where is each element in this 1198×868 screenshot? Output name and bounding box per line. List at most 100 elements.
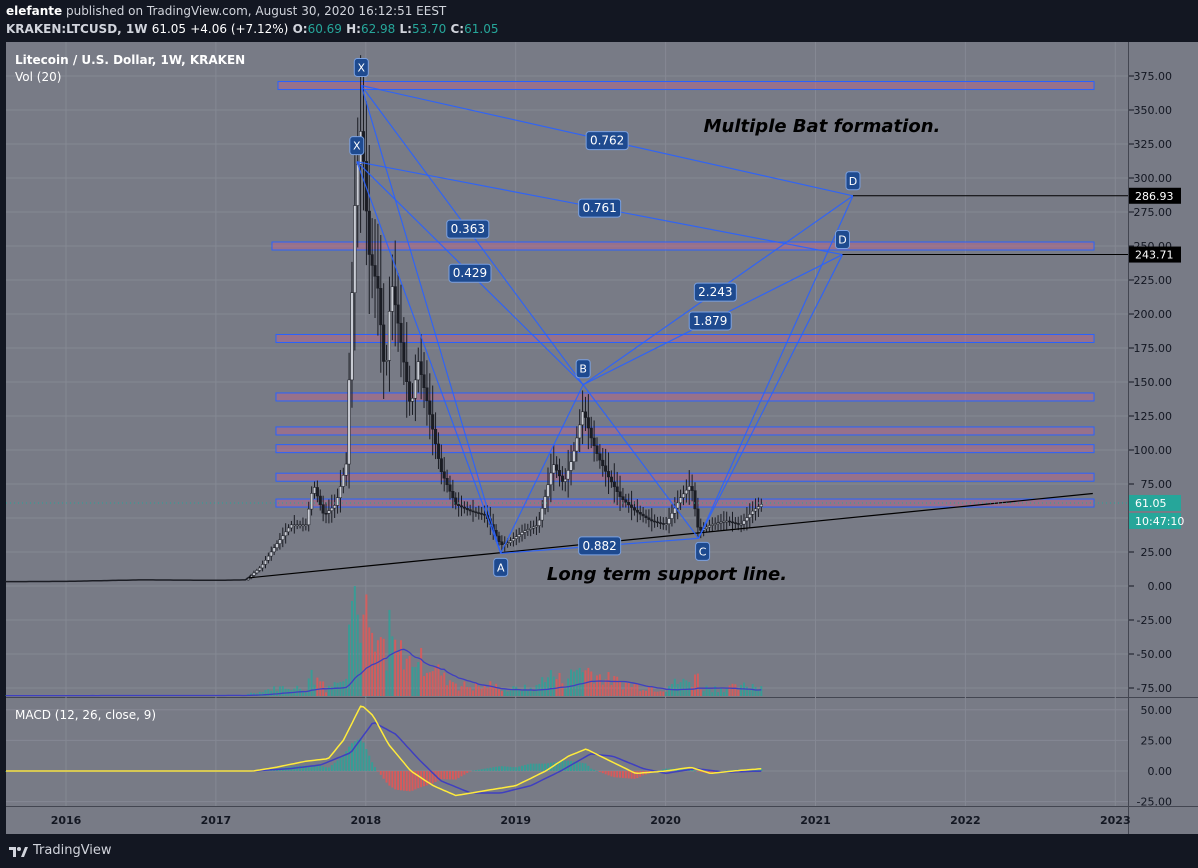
macd-histogram-bar	[495, 766, 498, 771]
macd-histogram-bar	[541, 763, 544, 771]
last-price-tag-text: 61.05	[1135, 497, 1167, 510]
chart-area[interactable]: X X A B C D D 0.762 0.761 0.363 0.429 2.243 1.879 0.8…	[0, 42, 1198, 834]
macd-histogram-bar	[460, 771, 463, 777]
macd-histogram-bar	[399, 771, 402, 791]
candle-body	[716, 522, 720, 525]
ratio-label	[578, 536, 622, 556]
macd-histogram-bar	[379, 771, 382, 775]
time-axis[interactable]	[6, 807, 1198, 834]
volume-bar	[310, 669, 313, 696]
volume-bar	[595, 675, 598, 696]
price-tick-label: 25.00	[1141, 546, 1173, 559]
candle-body	[497, 535, 501, 542]
macd-legend[interactable]: MACD (12, 26, close, 9)	[15, 708, 157, 722]
chart-svg[interactable]: X X A B C D D 0.762 0.761 0.363 0.429 2.243 1.879 0.8…	[0, 42, 1198, 834]
candle-body	[667, 518, 671, 525]
macd-histogram-bar	[463, 771, 466, 775]
macd-histogram-bar	[659, 770, 662, 771]
volume-bar	[552, 676, 555, 696]
volume-bar	[665, 691, 668, 696]
candle-body	[278, 539, 282, 544]
macd-histogram-bar	[714, 771, 717, 773]
tradingview-logo[interactable]: TradingView	[8, 843, 112, 858]
price-tick-label: -50.00	[1137, 648, 1172, 661]
macd-histogram-bar	[486, 768, 489, 771]
target-tag-d2-text: 243.71	[1135, 249, 1174, 262]
candle-body	[583, 411, 588, 418]
macd-histogram-bar	[492, 767, 495, 771]
high-value: 62.98	[360, 22, 396, 36]
pattern-point-text: A	[497, 561, 505, 574]
macd-histogram-bar	[451, 771, 454, 780]
candle-body	[474, 511, 478, 514]
footer: TradingView	[0, 834, 1198, 868]
grid	[6, 42, 1128, 806]
volume-bar	[662, 691, 665, 696]
macd-histogram-bar	[696, 771, 699, 772]
macd-histogram-bar	[578, 762, 581, 771]
candle-body	[647, 517, 651, 520]
price-axis[interactable]	[1129, 42, 1198, 806]
volume-bar	[506, 691, 509, 696]
volume-bar	[261, 692, 264, 696]
candle-body	[281, 535, 285, 540]
candles	[4, 55, 763, 583]
macd-histogram-bar	[601, 771, 604, 774]
macd-histogram-bar	[616, 771, 619, 778]
volume-bar	[472, 690, 475, 696]
macd-tick-label: 50.00	[1141, 704, 1173, 717]
support-line-note[interactable]: Long term support line.	[547, 564, 787, 585]
pattern-line	[582, 384, 700, 539]
candle-body	[609, 476, 613, 483]
volume-bar	[495, 683, 498, 696]
candle-body	[301, 524, 305, 527]
candle-body	[410, 397, 415, 402]
volume-bar	[327, 685, 330, 696]
macd-histogram-bar	[304, 765, 307, 771]
publisher-name[interactable]: elefante	[6, 4, 63, 18]
time-tick-label: 2021	[800, 814, 831, 827]
macd-histogram-bar	[506, 766, 509, 771]
candle-body	[289, 524, 293, 529]
time-tick-label: 2016	[51, 814, 82, 827]
tradingview-brand: TradingView	[33, 843, 112, 858]
published-text: published on TradingView.com, August 30,…	[65, 4, 447, 18]
candle-body	[704, 526, 709, 529]
price-tick-label: 375.00	[1134, 70, 1173, 83]
volume-bar	[685, 680, 688, 696]
macd-histogram-bar	[584, 763, 587, 771]
volume-legend[interactable]: Vol (20)	[15, 70, 62, 84]
candle-body	[387, 311, 391, 361]
candle-body	[350, 292, 354, 381]
macd-line	[6, 705, 762, 797]
macd-histogram-bar	[679, 768, 682, 771]
pattern-line	[698, 254, 844, 539]
volume-bar	[636, 683, 639, 696]
macd-histogram-bar	[500, 766, 503, 771]
candle-body	[624, 499, 628, 503]
bat-pattern[interactable]: X X A B C D D 0.762 0.761 0.363 0.429 2.243 1.879 0.8…	[6, 58, 1128, 579]
macd-histogram-bar	[307, 765, 310, 771]
price-zone	[275, 444, 1095, 454]
price-zone	[275, 333, 1095, 343]
candle-body	[676, 502, 680, 509]
volume-bar	[448, 680, 451, 696]
macd-histogram-bar	[420, 771, 423, 788]
volume-bar	[748, 688, 751, 696]
bat-formation-note[interactable]: Multiple Bat formation.	[704, 116, 941, 137]
candle-body	[725, 520, 729, 523]
candle-body	[333, 505, 337, 509]
candle-body	[578, 424, 582, 439]
ratio-label	[693, 282, 737, 302]
volume-bar	[443, 672, 446, 696]
candle-body	[373, 265, 377, 277]
volume-bar	[356, 614, 359, 696]
macd-histogram-bar	[417, 771, 420, 789]
candle-body	[546, 484, 550, 497]
volume-bar	[717, 692, 720, 696]
candle-body	[581, 411, 585, 426]
macd-histogram-bar	[454, 771, 457, 780]
candle-body	[621, 496, 625, 500]
candle-body	[710, 524, 714, 526]
candle-body	[543, 496, 547, 509]
